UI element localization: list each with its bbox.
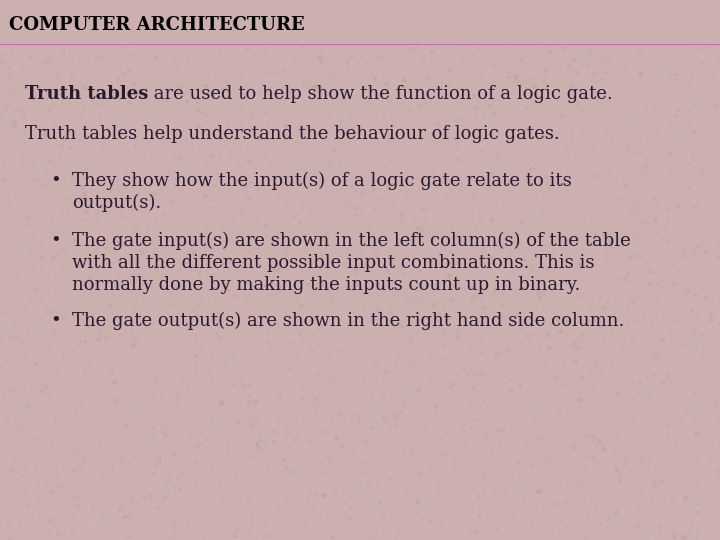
Text: COMPUTER ARCHITECTURE: COMPUTER ARCHITECTURE [9,16,305,33]
Text: The gate output(s) are shown in the right hand side column.: The gate output(s) are shown in the righ… [72,312,624,330]
Text: Truth tables help understand the behaviour of logic gates.: Truth tables help understand the behavio… [25,125,559,143]
Text: with all the different possible input combinations. This is: with all the different possible input co… [72,254,595,272]
Text: •: • [50,232,60,250]
Text: output(s).: output(s). [72,194,161,212]
Text: The gate input(s) are shown in the left column(s) of the table: The gate input(s) are shown in the left … [72,232,631,250]
Text: •: • [50,312,60,330]
Text: They show how the input(s) of a logic gate relate to its: They show how the input(s) of a logic ga… [72,172,572,190]
Text: Truth tables: Truth tables [25,85,148,103]
Text: are used to help show the function of a logic gate.: are used to help show the function of a … [148,85,613,103]
Text: normally done by making the inputs count up in binary.: normally done by making the inputs count… [72,276,580,294]
Text: •: • [50,172,60,190]
